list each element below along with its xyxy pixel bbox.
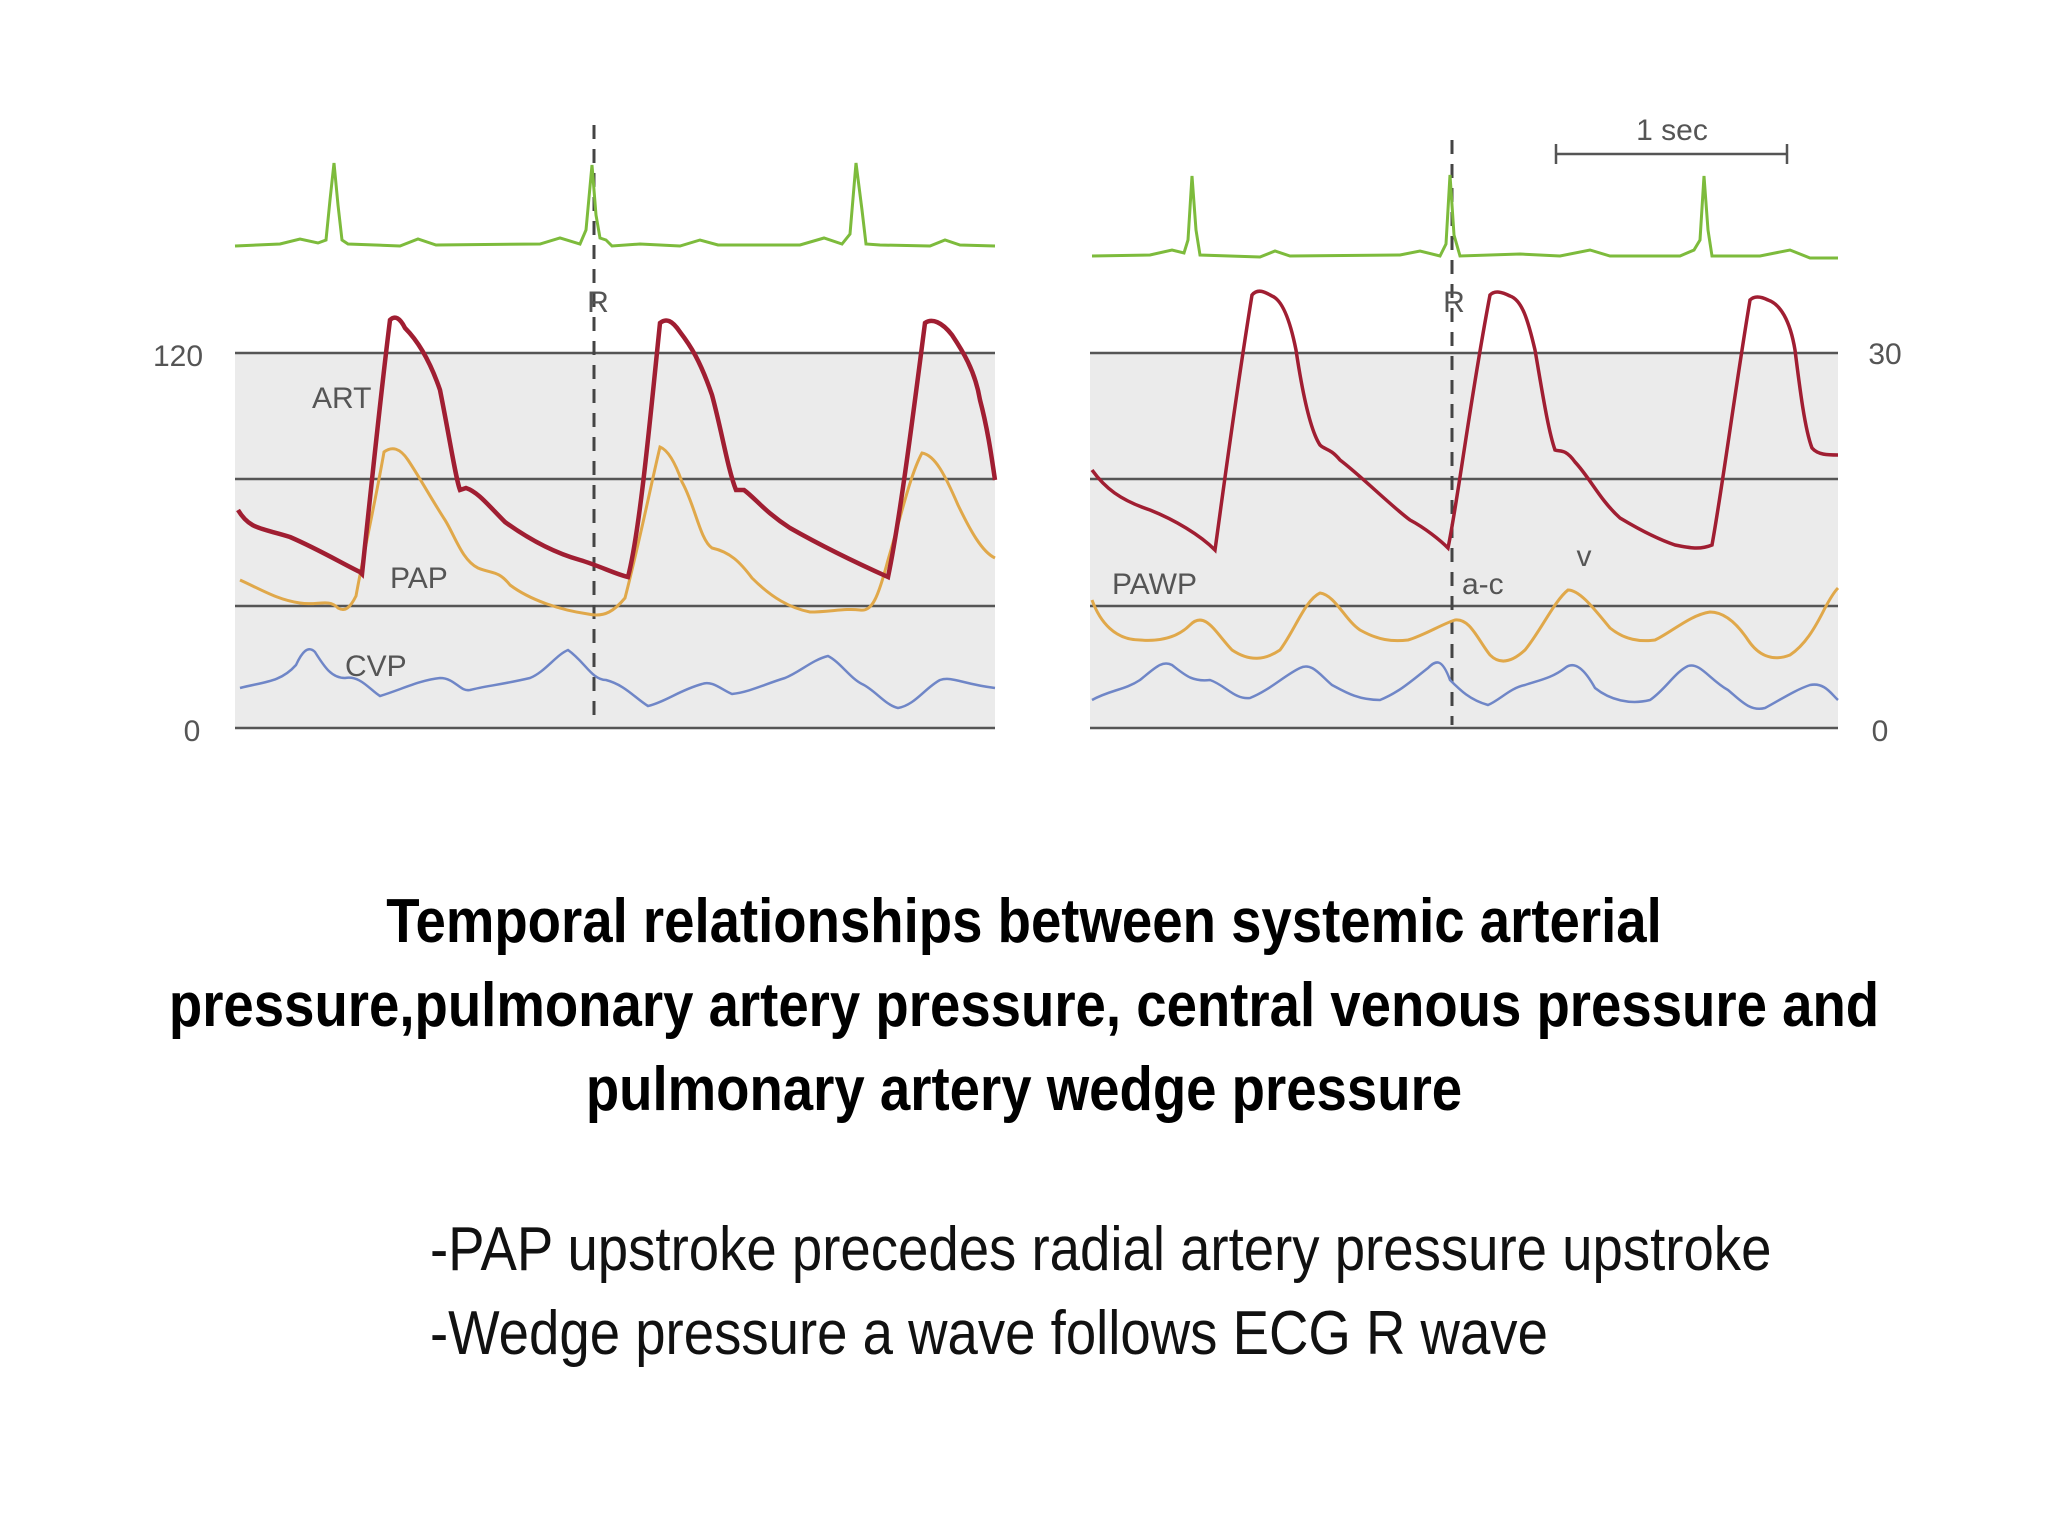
note-pap-upstroke: -PAP upstroke precedes radial artery pre…: [430, 1215, 1772, 1284]
caption-line-1: Temporal relationships between systemic …: [386, 887, 1662, 956]
scale-bar-label: 1 sec: [1636, 114, 1708, 147]
v-wave-label: v: [1577, 540, 1592, 573]
right-panel: 1 sec 30 0 R PAWP a-c v: [1090, 114, 1902, 748]
left-r-marker-label: R: [587, 286, 609, 319]
caption-line-2: pressure,pulmonary artery pressure, cent…: [168, 971, 1880, 1040]
right-cvp-trace: [1091, 661, 1839, 711]
pawp-trace-label: PAWP: [1112, 568, 1197, 601]
left-panel-band: [235, 353, 995, 728]
caption-line-3: pulmonary artery wedge pressure: [585, 1055, 1463, 1124]
right-r-marker-label: R: [1443, 286, 1465, 319]
left-panel: 120 0 R ART PAP CVP: [153, 125, 998, 748]
left-cvp-trace: [239, 648, 996, 710]
notes-list: -PAP upstroke precedes radial artery pre…: [430, 1208, 1838, 1376]
note-wedge-a-wave: -Wedge pressure a wave follows ECG R wav…: [430, 1299, 1548, 1368]
a-c-wave-label: a-c: [1462, 568, 1504, 601]
left-ecg-trace: [234, 162, 996, 248]
left-axis-bottom-label: 0: [184, 715, 201, 748]
pap-trace-label: PAP: [390, 562, 448, 595]
left-axis-top-label: 120: [153, 340, 203, 373]
pressure-waveform-figure: 120 0 R ART PAP CVP 1 sec: [153, 114, 1902, 748]
left-art-trace: [236, 315, 998, 581]
right-pawp-trace: [1090, 586, 1840, 663]
right-ecg-trace: [1091, 174, 1838, 260]
scale-bar: 1 sec: [1554, 114, 1789, 164]
figure-caption: Temporal relationships between systemic …: [123, 880, 1925, 1132]
art-trace-label: ART: [312, 382, 371, 415]
right-axis-top-label: 30: [1868, 338, 1901, 371]
right-axis-bottom-label: 0: [1872, 715, 1889, 748]
right-pap-trace: [1090, 289, 1839, 554]
cvp-trace-label: CVP: [345, 650, 407, 683]
